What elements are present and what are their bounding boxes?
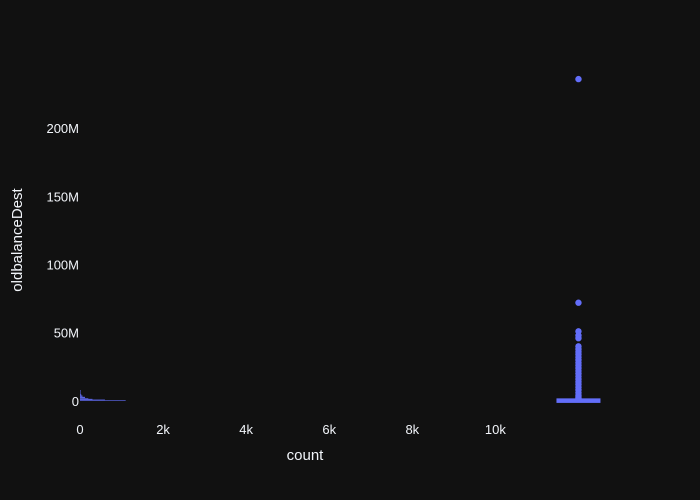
x-tick-label: 4k (239, 422, 253, 437)
x-axis: 0 2k 4k 6k 8k 10k (76, 422, 506, 437)
plot-area (80, 75, 601, 403)
y-tick-label: 50M (54, 326, 79, 341)
histogram-bar (80, 396, 85, 399)
y-tick-label: 100M (46, 258, 79, 273)
x-tick-label: 8k (405, 422, 419, 437)
x-tick-label: 6k (322, 422, 336, 437)
x-tick-label: 2k (156, 422, 170, 437)
histogram-bar (80, 399, 105, 401)
histogram-bar (80, 398, 93, 400)
outlier-point (575, 299, 582, 306)
y-tick-label: 200M (46, 121, 79, 136)
x-tick-label: 0 (76, 422, 83, 437)
y-tick-label: 150M (46, 189, 79, 204)
outlier-point (575, 334, 582, 342)
histogram-bar (80, 394, 82, 396)
histogram-bar (80, 395, 83, 397)
x-axis-title: count (287, 447, 325, 464)
outlier-point (575, 394, 582, 402)
y-axis: 0 50M 100M 150M 200M (46, 121, 79, 409)
y-axis-title: oldbalanceDest (9, 187, 26, 291)
histogram-bar (80, 398, 89, 399)
x-tick-label: 10k (485, 422, 506, 437)
histogram-bar (80, 390, 81, 392)
histogram-bar (80, 391, 81, 393)
histogram-bar (80, 392, 81, 395)
y-tick-label: 0 (72, 394, 79, 409)
outlier-point (575, 75, 582, 83)
histogram-bar (80, 400, 126, 401)
